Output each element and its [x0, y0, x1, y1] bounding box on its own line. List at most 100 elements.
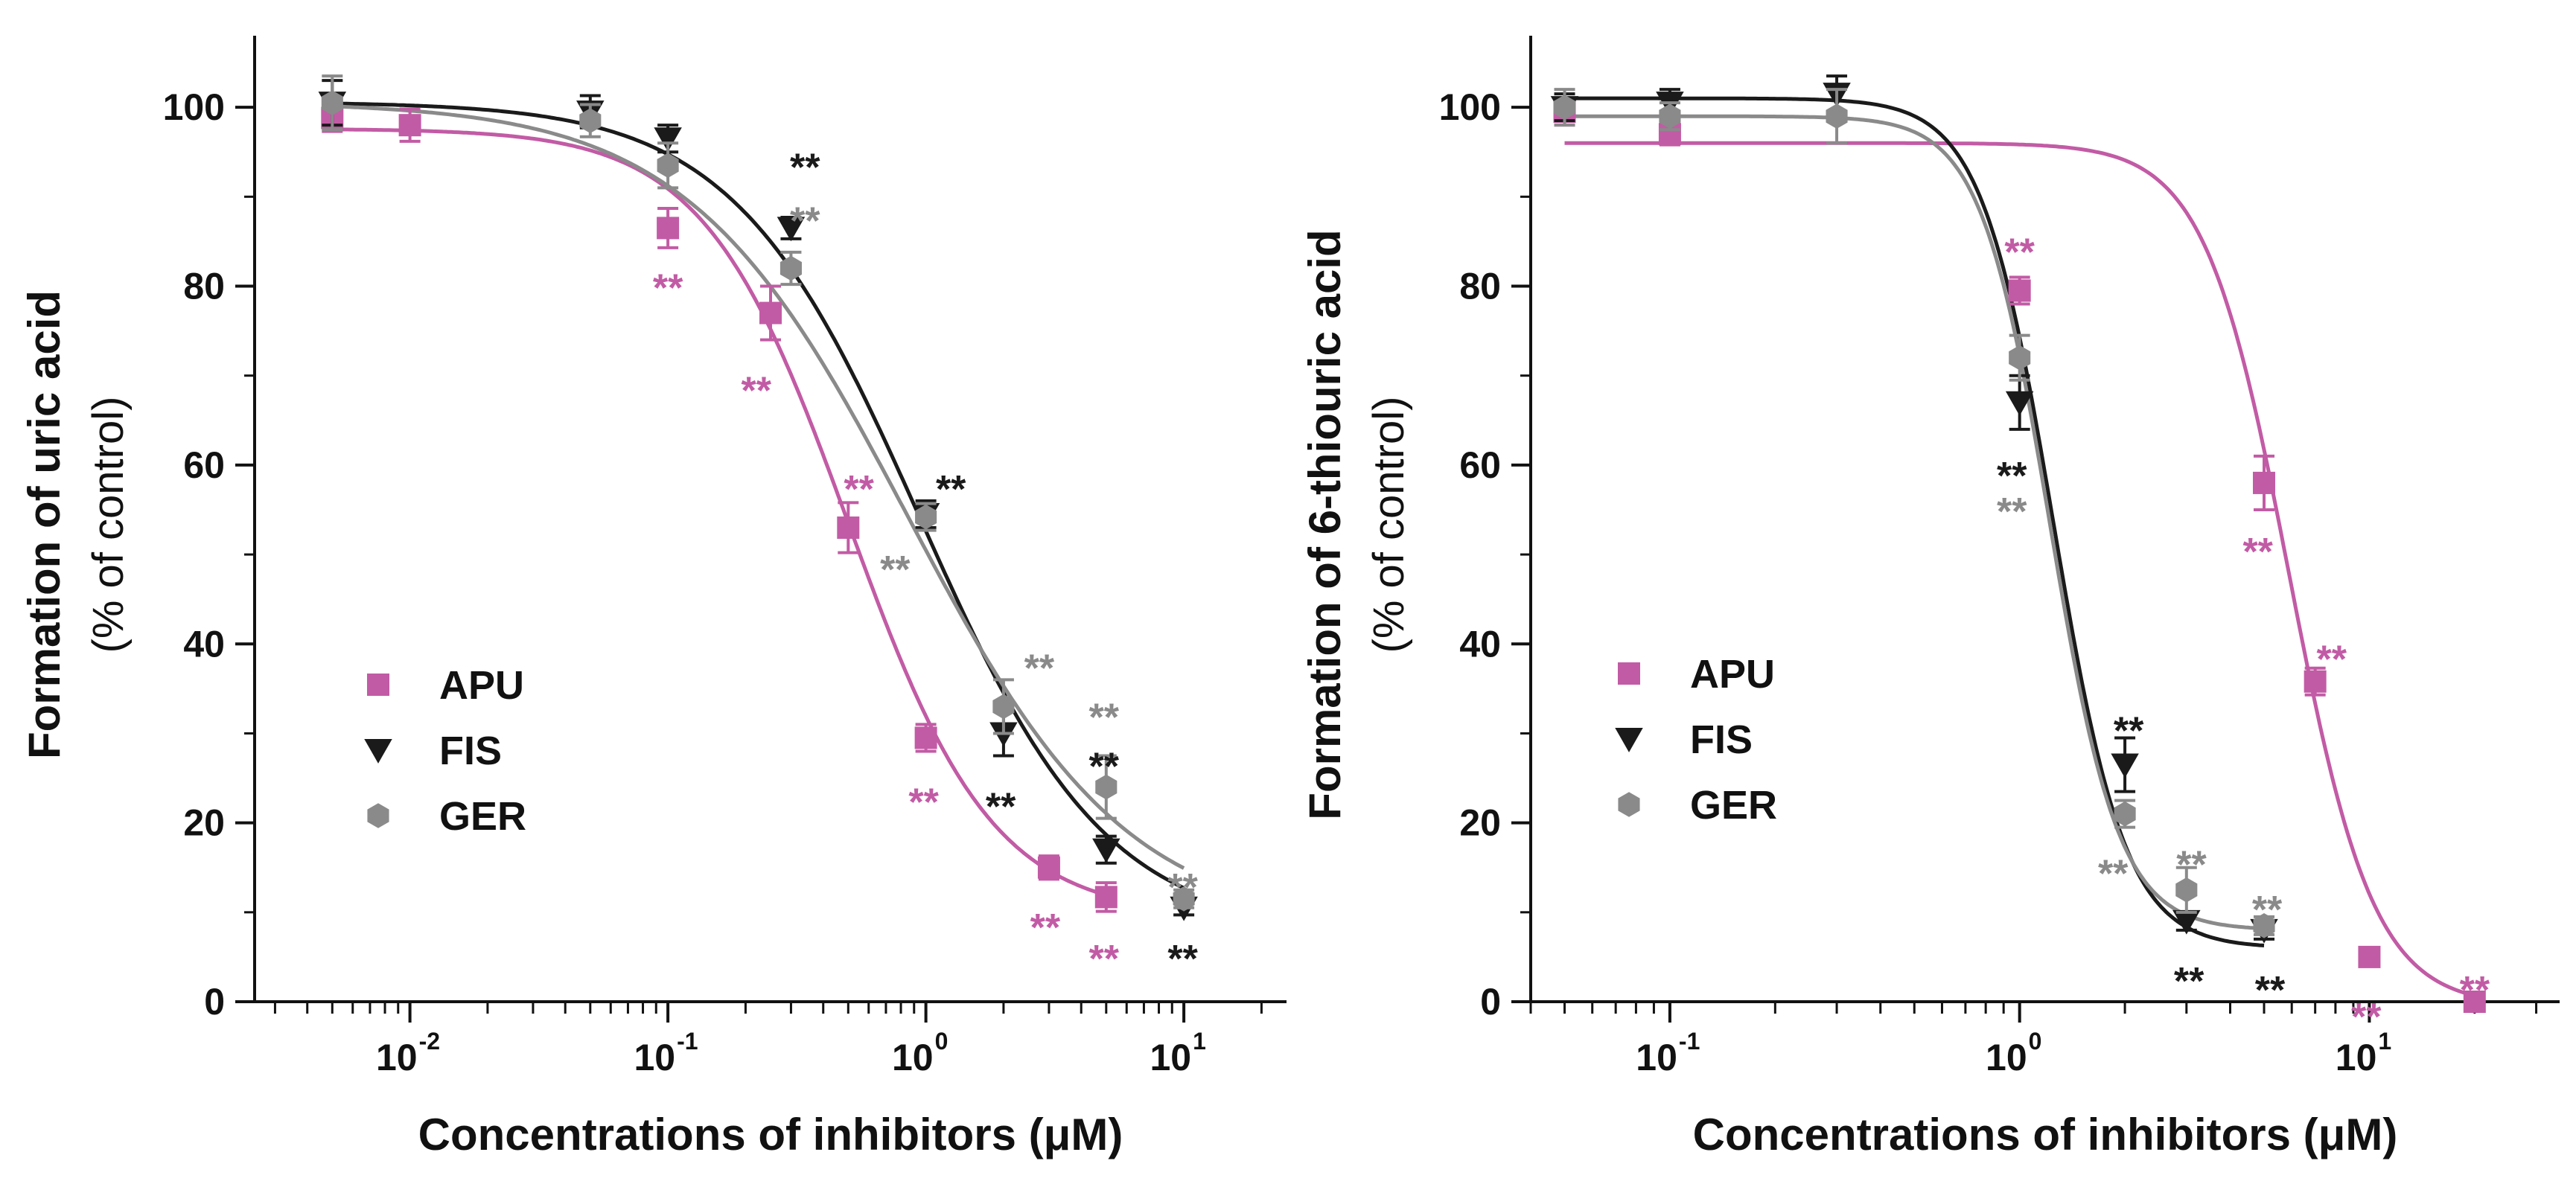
x-tick-exponent: 1	[1193, 1028, 1206, 1055]
significance-mark: **	[880, 548, 911, 592]
x-tick-label: 10	[1636, 1037, 1677, 1078]
data-point-ger	[1173, 886, 1195, 912]
significance-mark: **	[2460, 969, 2490, 1012]
data-point-ger	[992, 694, 1015, 720]
fit-curve-fis	[1564, 96, 2265, 947]
legend-label-ger: GER	[1690, 783, 1777, 828]
significance-mark: **	[1089, 938, 1120, 981]
y-tick-label: 20	[183, 802, 225, 844]
significance-mark: **	[790, 146, 820, 189]
data-point-fis	[1092, 838, 1120, 863]
data-point-apu	[914, 726, 937, 749]
fit-curve-ger	[1564, 114, 2265, 931]
data-point-ger	[579, 108, 602, 133]
significance-mark: **	[790, 199, 820, 243]
data-point-ger	[1826, 103, 1848, 129]
x-tick-exponent: 1	[2378, 1028, 2391, 1055]
y-tick-label: 0	[204, 981, 225, 1023]
data-point-ger	[657, 153, 679, 179]
legend-marker-apu	[1618, 662, 1640, 685]
significance-mark: **	[936, 468, 966, 511]
legend-label-apu: APU	[439, 663, 524, 708]
x-tick-exponent: -1	[677, 1028, 698, 1055]
x-tick-exponent: 0	[2029, 1028, 2042, 1055]
data-point-apu	[759, 301, 782, 324]
data-point-ger	[915, 504, 937, 530]
data-point-fis	[2005, 391, 2034, 416]
y-tick-label: 80	[183, 266, 225, 307]
fit-curve-apu	[1564, 141, 2475, 998]
fit-curve-fis	[332, 101, 1185, 890]
data-point-ger	[2253, 913, 2275, 938]
significance-mark: **	[1997, 455, 2027, 498]
significance-mark: **	[742, 370, 772, 413]
x-tick-label: 10	[2336, 1037, 2377, 1078]
legend-label-fis: FIS	[439, 729, 502, 773]
data-point-apu	[2008, 279, 2031, 302]
data-point-apu	[2463, 991, 2486, 1013]
legend-marker-fis	[364, 739, 392, 764]
data-point-apu	[2253, 471, 2276, 494]
significance-mark: **	[1167, 938, 1198, 981]
significance-mark: **	[1997, 490, 2027, 534]
significance-mark: **	[1024, 647, 1055, 690]
significance-mark: **	[986, 786, 1016, 829]
legend-label-apu: APU	[1690, 652, 1775, 697]
data-point-fis	[2111, 753, 2139, 778]
data-point-fis	[2172, 909, 2201, 935]
significance-mark: **	[2242, 531, 2273, 574]
data-point-fis	[654, 127, 682, 153]
y-tick-label: 60	[183, 444, 225, 486]
y-tick-label: 0	[1480, 981, 1501, 1023]
x-tick-label: 10	[1150, 1037, 1191, 1078]
y-tick-label: 60	[1459, 444, 1501, 486]
significance-mark: **	[908, 781, 939, 825]
y-tick-label: 100	[1439, 86, 1501, 128]
data-point-apu	[1037, 856, 1060, 879]
x-tick-label: 10	[1986, 1037, 2027, 1078]
significance-mark: **	[1167, 866, 1198, 909]
y-tick-label: 20	[1459, 802, 1501, 844]
x-axis-title: Concentrations of inhibitors (μM)	[418, 1110, 1123, 1159]
y-axis-title: Formation of uric acid	[19, 290, 69, 759]
data-point-ger	[1095, 774, 1118, 800]
x-axis-title: Concentrations of inhibitors (μM)	[1693, 1110, 2398, 1159]
fit-curve-ger	[332, 104, 1185, 870]
significance-mark: **	[2176, 844, 2207, 887]
legend-marker-ger	[1618, 792, 1640, 817]
x-tick-label: 10	[634, 1037, 675, 1078]
data-point-apu	[837, 516, 860, 540]
data-point-ger	[1553, 95, 1576, 120]
data-point-ger	[780, 255, 802, 281]
significance-mark: **	[2316, 638, 2347, 681]
data-point-fis	[777, 217, 806, 242]
fit-curve-apu	[332, 127, 1107, 898]
significance-mark: **	[2255, 969, 2286, 1012]
x-tick-label: 10	[376, 1037, 418, 1078]
y-tick-label: 40	[1459, 623, 1501, 665]
data-point-apu	[2358, 945, 2381, 968]
significance-mark: **	[1089, 746, 1120, 789]
y-axis-subtitle: (% of control)	[1365, 397, 1413, 653]
significance-mark: **	[2114, 709, 2144, 752]
data-point-ger	[2009, 345, 2031, 371]
significance-mark: **	[2098, 853, 2129, 896]
significance-mark: **	[2252, 889, 2283, 932]
data-point-apu	[657, 217, 680, 240]
legend-marker-fis	[1615, 728, 1643, 752]
significance-mark: **	[844, 468, 874, 511]
y-tick-label: 100	[163, 86, 225, 128]
y-axis-title: Formation of 6-thiouric acid	[1300, 229, 1350, 819]
significance-mark: **	[653, 267, 683, 310]
legend-marker-apu	[367, 674, 389, 696]
significance-mark: **	[2004, 231, 2035, 274]
significance-mark: **	[2174, 960, 2204, 1003]
data-point-ger	[1659, 103, 1681, 129]
x-tick-exponent: -2	[419, 1028, 440, 1055]
significance-mark: **	[2351, 996, 2382, 1039]
data-point-apu	[398, 114, 421, 137]
significance-mark: **	[1089, 696, 1120, 739]
